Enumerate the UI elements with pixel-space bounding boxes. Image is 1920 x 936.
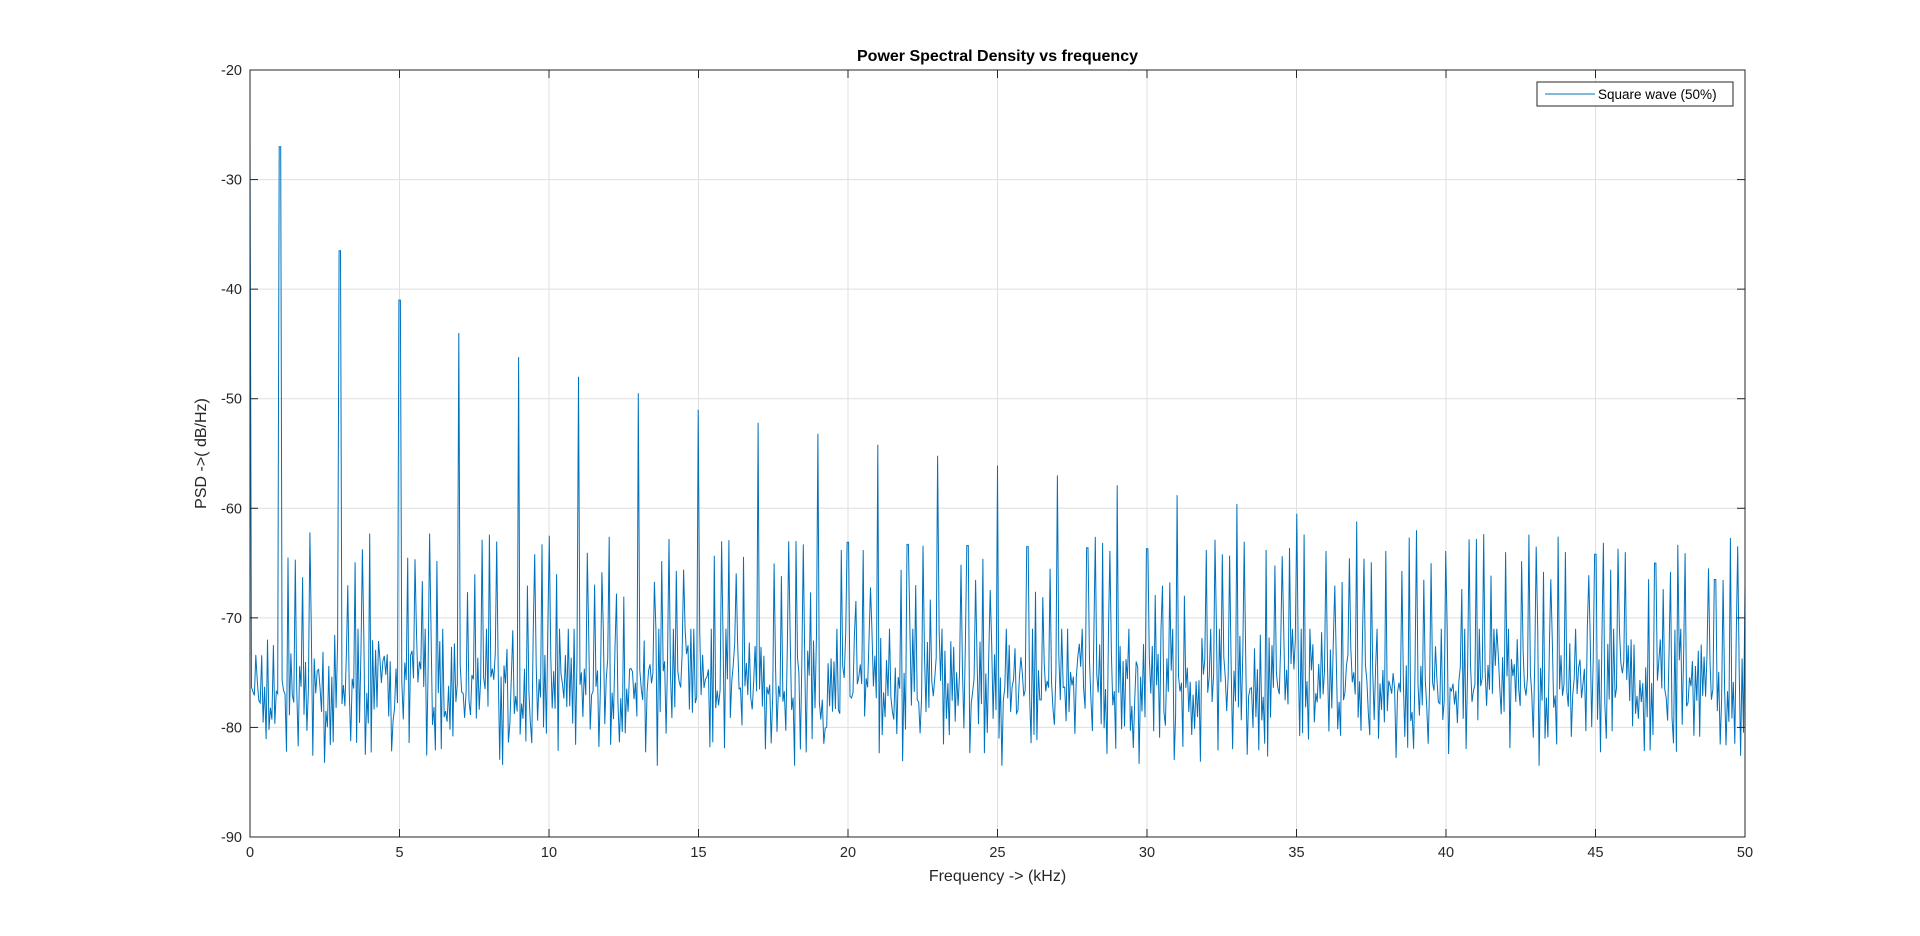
x-tick-label: 40 bbox=[1438, 845, 1454, 861]
x-tick-label: 35 bbox=[1288, 845, 1304, 861]
y-axis-label: PSD ->( dB/Hz) bbox=[193, 398, 210, 509]
legend-label: Square wave (50%) bbox=[1598, 87, 1717, 102]
ticks: 0 5 10 15 20 25 30 35 40 45 50 -90 -80 -70 -60 -50 -40 -3… bbox=[221, 63, 1753, 861]
y-tick-label: -70 bbox=[221, 611, 242, 627]
x-axis-label: Frequency -> (kHz) bbox=[929, 868, 1066, 885]
y-tick-label: -40 bbox=[221, 282, 242, 298]
x-tick-label: 30 bbox=[1139, 845, 1155, 861]
x-tick-label: 25 bbox=[989, 845, 1005, 861]
x-tick-label: 15 bbox=[690, 845, 706, 861]
y-tick-label: -90 bbox=[221, 830, 242, 846]
x-tick-label: 50 bbox=[1737, 845, 1753, 861]
series-line bbox=[249, 135, 1746, 766]
y-tick-label: -80 bbox=[221, 720, 242, 736]
y-tick-label: -20 bbox=[221, 63, 242, 79]
y-tick-label: -60 bbox=[221, 501, 242, 517]
x-tick-label: 0 bbox=[246, 845, 254, 861]
x-tick-label: 20 bbox=[840, 845, 856, 861]
legend: Square wave (50%) bbox=[1536, 81, 1734, 107]
chart-title: Power Spectral Density vs frequency bbox=[857, 48, 1138, 65]
y-tick-label: -50 bbox=[221, 392, 242, 408]
y-tick-label: -30 bbox=[221, 173, 242, 189]
x-tick-label: 5 bbox=[395, 845, 403, 861]
x-tick-label: 45 bbox=[1587, 845, 1603, 861]
x-tick-label: 10 bbox=[541, 845, 557, 861]
